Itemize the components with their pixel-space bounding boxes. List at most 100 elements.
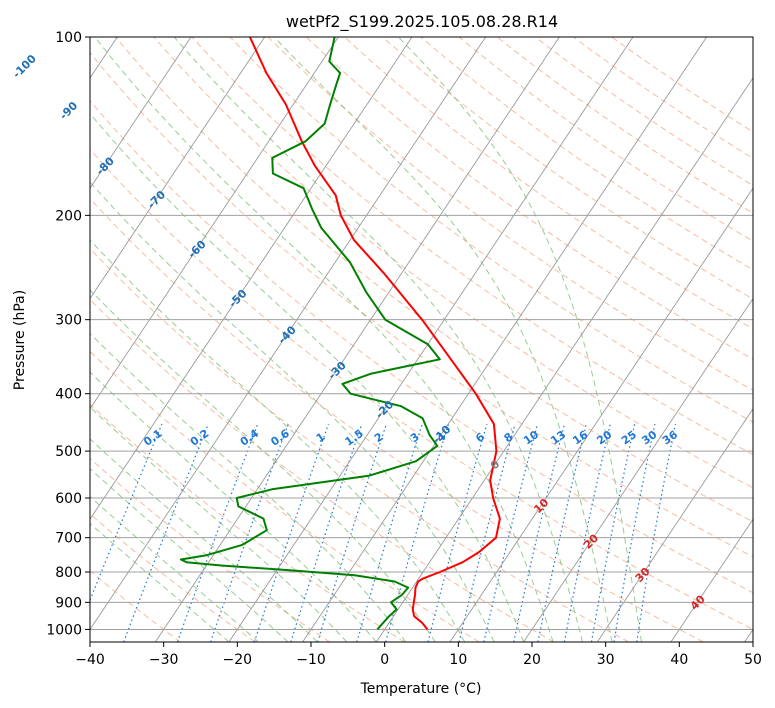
isotherm-label: -40: [276, 323, 299, 346]
dry-adiabat-line: [90, 298, 555, 642]
isotherm-label: -100: [10, 52, 39, 81]
x-axis-title: Temperature (°C): [360, 681, 482, 697]
dry-adiabat-line: [90, 350, 480, 642]
isotherm-line: [90, 37, 339, 410]
isotherm-line: [90, 37, 266, 300]
y-tick-label: 600: [55, 491, 82, 507]
x-tick-label: −20: [223, 652, 253, 668]
mixing-ratio-line: [636, 423, 676, 642]
mixing-ratio-label: 6: [473, 430, 487, 445]
axes: −40 −30 −20 −10 0 10 20 30 40 5010020030040050060…: [46, 30, 762, 668]
mixing-ratio-line: [123, 423, 209, 642]
dry-adiabat-line: [534, 37, 753, 187]
mixing-ratio-line: [590, 423, 636, 642]
isotherm-label: -50: [226, 287, 249, 310]
isotherm-label: -20: [373, 398, 396, 421]
moist-adiabat-line: [90, 181, 495, 642]
dry-adiabat-line: [611, 37, 753, 133]
mixing-ratio-label: 36: [660, 428, 680, 448]
mixing-ratio-label: 30: [639, 428, 659, 448]
mixing-ratio-line: [537, 423, 587, 642]
mixing-ratio-label: 0.2: [188, 427, 211, 449]
mixing-ratio-line: [458, 423, 516, 642]
moist-adiabat-line: [173, 37, 583, 642]
plot-frame: [89, 36, 754, 643]
moist-adiabat-line: [90, 467, 289, 642]
mixing-ratio-label: 2: [372, 430, 386, 445]
y-tick-label: 800: [55, 565, 82, 581]
dry-adiabat-line: [90, 248, 629, 642]
isotherm-label: 40: [688, 592, 708, 612]
mixing-ratio-line: [317, 423, 387, 642]
mixing-ratio-line: [563, 423, 611, 642]
mixing-ratio-label: 16: [570, 428, 590, 448]
profiles: [179, 37, 501, 631]
x-tick-label: 40: [670, 652, 688, 668]
moist-adiabat-line: [90, 438, 318, 642]
mixing-ratio-line: [210, 423, 289, 642]
isotherm-label: -30: [326, 359, 349, 382]
dry-adiabat-line: [229, 37, 753, 423]
y-tick-label: 700: [55, 531, 82, 547]
moist-adiabat-line: [94, 37, 554, 642]
x-tick-label: −40: [75, 652, 105, 668]
mixing-ratio-line: [513, 423, 566, 642]
isotherm-line: [154, 37, 560, 642]
x-tick-label: 50: [744, 652, 762, 668]
dry-adiabat-line: [458, 37, 753, 242]
mixing-ratio-label: 20: [594, 428, 614, 448]
moist-adiabat-line: [90, 371, 377, 642]
dry-adiabat-line: [90, 403, 405, 642]
isotherm-line: [302, 37, 708, 642]
dry-adiabat-line: [153, 37, 753, 489]
plot-area: [90, 37, 753, 642]
mixing-ratio-label: 10: [521, 428, 541, 448]
isotherm-line: [228, 37, 634, 642]
mixing-ratio-label: 3: [408, 430, 422, 445]
mixing-ratio-line: [385, 423, 450, 642]
mixing-ratio-line: [483, 423, 539, 642]
temperature-line: [248, 37, 501, 631]
mixing-ratio-line: [176, 423, 259, 642]
isobars: [90, 37, 753, 630]
dry-adiabat-line: [573, 37, 753, 160]
x-tick-label: 30: [597, 652, 615, 668]
y-tick-label: 1000: [46, 622, 82, 638]
y-tick-label: 400: [55, 387, 82, 403]
isotherm-line: [375, 77, 753, 642]
x-tick-label: 20: [523, 652, 541, 668]
moist-adiabat-line: [90, 239, 466, 642]
moist-adiabat-line: [90, 496, 259, 642]
dry-adiabat-line: [267, 37, 753, 391]
isotherm-line: [744, 628, 753, 642]
dry-adiabat-line: [382, 37, 753, 300]
y-axis-title: Pressure (hPa): [12, 290, 28, 390]
y-tick-label: 300: [55, 313, 82, 329]
mixing-ratio-line: [356, 423, 423, 642]
dry-adiabat-line: [191, 37, 753, 456]
dry-adiabat-line: [90, 100, 753, 594]
moist-adiabat-line: [90, 112, 525, 642]
dry-adiabat-line: [496, 37, 753, 214]
moist-adiabat-line: [273, 37, 613, 642]
dry-adiabat-line: [90, 148, 753, 630]
x-tick-label: −30: [149, 652, 179, 668]
moist-adiabat-line: [398, 37, 642, 642]
dry-adiabat-line: [90, 457, 331, 642]
mixing-ratio-label: 0.6: [268, 427, 292, 449]
x-tick-label: 0: [380, 652, 389, 668]
moist-adiabat-line: [90, 289, 436, 642]
y-tick-label: 100: [55, 30, 82, 46]
moist-adiabat-line: [90, 522, 230, 642]
mixing-ratio-line: [253, 423, 330, 642]
dewpoint-line: [179, 37, 441, 631]
isotherm-line: [670, 518, 753, 642]
moist-adiabat-line: [90, 406, 348, 642]
x-tick-label: 10: [449, 652, 467, 668]
isotherm-line: [596, 408, 753, 642]
dry-adiabat-line: [420, 37, 753, 271]
moist-adiabats: [90, 37, 642, 642]
mixing-ratio-line: [90, 423, 163, 603]
mixing-ratio-label: 0.4: [238, 427, 262, 449]
